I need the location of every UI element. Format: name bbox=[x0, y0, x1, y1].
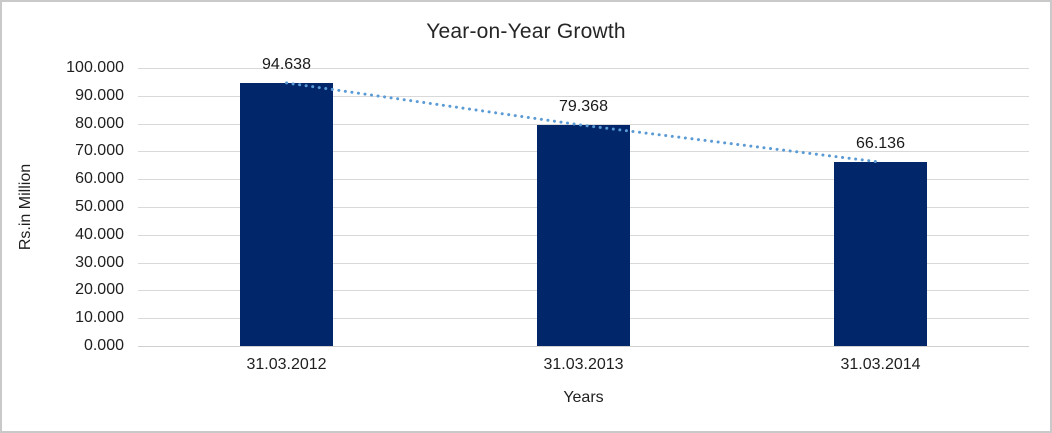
bar-data-label: 79.368 bbox=[559, 98, 608, 116]
y-tick-label: 60.000 bbox=[75, 170, 124, 188]
chart-title: Year-on-Year Growth bbox=[426, 20, 626, 43]
y-tick-label: 20.000 bbox=[75, 281, 124, 299]
y-tick-label: 40.000 bbox=[75, 225, 124, 243]
plot-area bbox=[138, 68, 1029, 347]
h-gridline bbox=[138, 68, 1029, 69]
x-tick-label: 31.03.2013 bbox=[543, 356, 624, 373]
bar-data-label: 66.136 bbox=[856, 135, 905, 153]
y-tick-label: 30.000 bbox=[75, 253, 124, 271]
y-tick-label: 10.000 bbox=[75, 309, 124, 327]
bar-31.03.2012 bbox=[240, 82, 333, 346]
y-tick-label: 90.000 bbox=[75, 86, 124, 104]
y-tick-label: 70.000 bbox=[75, 142, 124, 160]
bar-data-label: 94.638 bbox=[262, 55, 311, 73]
bar-31.03.2014 bbox=[834, 162, 927, 346]
bar-31.03.2013 bbox=[537, 125, 630, 346]
y-tick-label: 0.000 bbox=[83, 337, 124, 354]
y-tick-label: 100.000 bbox=[66, 59, 124, 76]
y-tick-label: 50.000 bbox=[75, 198, 124, 215]
x-tick-label: 31.03.2012 bbox=[246, 356, 327, 373]
x-axis-title: Years bbox=[563, 389, 604, 406]
x-tick-label: 31.03.2014 bbox=[840, 356, 921, 373]
x-axis-line bbox=[138, 346, 1029, 347]
y-tick-label: 80.000 bbox=[75, 114, 124, 132]
